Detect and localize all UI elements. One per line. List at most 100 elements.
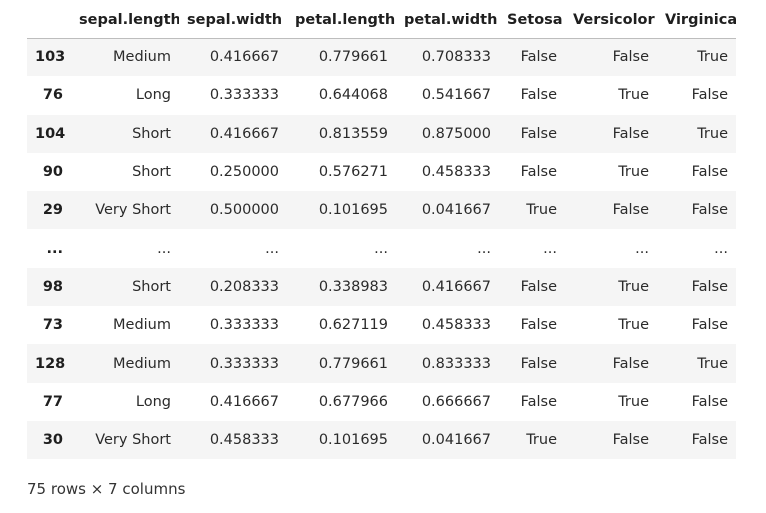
versicolor-cell: False [612, 355, 649, 372]
header-row: sepal.length sepal.width petal.length pe… [27, 2, 736, 39]
petal-width-cell: 0.416667 [421, 278, 491, 295]
virginica-cell: False [691, 393, 728, 410]
petal-width-cell: 0.458333 [421, 317, 491, 334]
row-index: 73 [42, 317, 63, 334]
table-body: 103 Medium 0.416667 0.779661 0.708333 False Fa… [27, 38, 736, 460]
column-header-petal-length: petal.length [287, 2, 396, 39]
virginica-cell: False [691, 87, 728, 104]
setosa-cell: True [526, 432, 557, 449]
row-index: 77 [42, 393, 63, 410]
virginica-cell: ... [714, 240, 728, 257]
petal-length-cell: 0.627119 [318, 317, 388, 334]
sepal-length-cell: Medium [113, 317, 171, 334]
setosa-cell: False [520, 393, 557, 410]
sepal-width-cell: 0.500000 [209, 202, 279, 219]
row-index: 104 [35, 125, 66, 142]
sepal-width-cell: ... [265, 240, 279, 257]
column-header-setosa: Setosa [499, 2, 565, 39]
virginica-cell: False [691, 164, 728, 181]
row-index: 30 [42, 432, 63, 449]
table-row: 77 Long 0.416667 0.677966 0.666667 False True F… [27, 383, 736, 421]
setosa-cell: ... [543, 240, 557, 257]
sepal-length-cell: Short [132, 278, 171, 295]
virginica-cell: False [691, 432, 728, 449]
petal-length-cell: 0.813559 [318, 125, 388, 142]
sepal-width-cell: 0.416667 [209, 393, 279, 410]
petal-length-cell: ... [374, 240, 388, 257]
petal-width-cell: 0.875000 [421, 125, 491, 142]
table-row: 29 Very Short 0.500000 0.101695 0.041667 True… [27, 191, 736, 230]
sepal-length-cell: Long [135, 87, 171, 104]
petal-width-cell: 0.041667 [421, 202, 491, 219]
table-row: 76 Long 0.333333 0.644068 0.541667 False True F… [27, 76, 736, 114]
sepal-length-cell: Very Short [95, 432, 171, 449]
column-header-versicolor: Versicolor [565, 2, 657, 39]
setosa-cell: False [520, 49, 557, 66]
sepal-width-cell: 0.458333 [209, 432, 279, 449]
setosa-cell: True [526, 202, 557, 219]
setosa-cell: False [520, 125, 557, 142]
versicolor-cell: False [612, 49, 649, 66]
versicolor-cell: True [618, 87, 649, 104]
versicolor-cell: False [612, 432, 649, 449]
sepal-length-cell: Medium [113, 355, 171, 372]
sepal-length-cell: Short [132, 164, 171, 181]
versicolor-cell: False [612, 125, 649, 142]
petal-length-cell: 0.576271 [318, 164, 388, 181]
sepal-width-cell: 0.416667 [209, 49, 279, 66]
row-index: 128 [35, 355, 66, 372]
petal-width-cell: 0.541667 [421, 87, 491, 104]
setosa-cell: False [520, 317, 557, 334]
index-header [27, 2, 71, 39]
row-index: 29 [42, 202, 63, 219]
petal-length-cell: 0.101695 [318, 202, 388, 219]
sepal-width-cell: 0.416667 [209, 125, 279, 142]
dataframe-output: sepal.length sepal.width petal.length pe… [27, 2, 736, 460]
petal-width-cell: 0.666667 [421, 393, 491, 410]
dataframe-table: sepal.length sepal.width petal.length pe… [27, 2, 736, 460]
petal-width-cell: 0.041667 [421, 432, 491, 449]
petal-length-cell: 0.644068 [318, 87, 388, 104]
setosa-cell: False [520, 355, 557, 372]
versicolor-cell: True [618, 164, 649, 181]
petal-width-cell: 0.458333 [421, 164, 491, 181]
table-row: 90 Short 0.250000 0.576271 0.458333 False True… [27, 153, 736, 191]
sepal-width-cell: 0.333333 [209, 87, 279, 104]
row-index: 98 [42, 278, 63, 295]
sepal-width-cell: 0.333333 [209, 317, 279, 334]
petal-length-cell: 0.101695 [318, 432, 388, 449]
versicolor-cell: True [618, 317, 649, 334]
ellipsis-row: ........................ [27, 229, 736, 267]
table-row: 30 Very Short 0.458333 0.101695 0.041667 True… [27, 420, 736, 460]
table-row: 103 Medium 0.416667 0.779661 0.708333 False Fa… [27, 38, 736, 77]
petal-length-cell: 0.338983 [318, 278, 388, 295]
virginica-cell: False [691, 278, 728, 295]
sepal-length-cell: Short [132, 125, 171, 142]
shape-caption: 75 rows × 7 columns [27, 480, 186, 498]
row-index: 103 [35, 49, 66, 66]
column-header-sepal-width: sepal.width [179, 2, 287, 39]
virginica-cell: False [691, 317, 728, 334]
column-header-virginica: Virginica [657, 2, 736, 39]
table-row: 104 Short 0.416667 0.813559 0.875000 False Fal… [27, 114, 736, 153]
table-row: 98 Short 0.208333 0.338983 0.416667 False True… [27, 267, 736, 307]
petal-width-cell: 0.708333 [421, 49, 491, 66]
table-row: 128 Medium 0.333333 0.779661 0.833333 False Fa… [27, 344, 736, 383]
petal-length-cell: 0.779661 [318, 49, 388, 66]
virginica-cell: True [697, 125, 728, 142]
virginica-cell: True [697, 355, 728, 372]
petal-length-cell: 0.677966 [318, 393, 388, 410]
sepal-width-cell: 0.250000 [209, 164, 279, 181]
versicolor-cell: False [612, 202, 649, 219]
row-index: 90 [42, 164, 63, 181]
virginica-cell: False [691, 202, 728, 219]
petal-width-cell: ... [477, 240, 491, 257]
versicolor-cell: ... [635, 240, 649, 257]
setosa-cell: False [520, 164, 557, 181]
sepal-length-cell: Very Short [95, 202, 171, 219]
sepal-width-cell: 0.208333 [209, 278, 279, 295]
row-index: ... [46, 240, 63, 257]
sepal-length-cell: Long [135, 393, 171, 410]
column-header-petal-width: petal.width [396, 2, 499, 39]
column-header-sepal-length: sepal.length [71, 2, 179, 39]
